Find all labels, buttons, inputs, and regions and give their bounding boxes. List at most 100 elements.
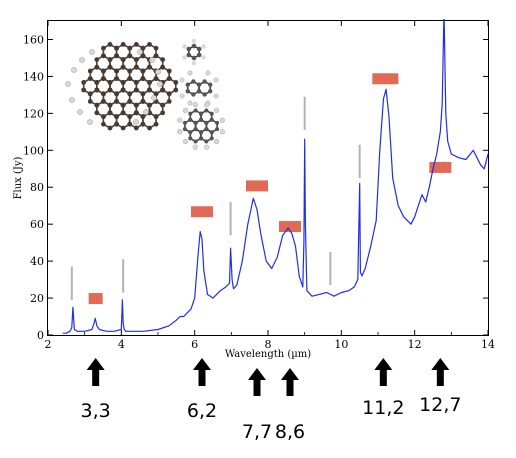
hydrogen-atom [182, 107, 189, 114]
atom [173, 80, 179, 85]
atom [202, 92, 207, 97]
atom [120, 125, 126, 131]
peak-arrow-icon [193, 358, 211, 386]
atom [153, 45, 159, 51]
atom [133, 64, 139, 70]
atom [173, 87, 179, 93]
hydrogen-atom [213, 77, 219, 83]
hydrogen-atom [192, 144, 198, 150]
hydrogen-atom [69, 97, 75, 103]
atom [94, 87, 100, 93]
atom [166, 76, 172, 81]
atom [193, 120, 198, 125]
atom [209, 136, 214, 141]
hydrogen-atom [204, 144, 210, 150]
atom [120, 110, 126, 116]
spectrum-line [62, 19, 488, 334]
atom [140, 91, 146, 97]
atom [160, 64, 166, 70]
atom [133, 42, 139, 47]
atom [87, 99, 93, 104]
atom [191, 38, 197, 44]
atom [114, 91, 119, 97]
atom [107, 110, 113, 116]
atom [114, 99, 119, 104]
atom [101, 76, 106, 81]
atom [101, 68, 106, 74]
atom [107, 87, 113, 93]
atom [127, 99, 133, 104]
hydrogen-atom [143, 109, 149, 115]
hydrogen-atom [65, 81, 71, 87]
atom [133, 80, 139, 85]
atom [185, 89, 190, 94]
atom [107, 80, 113, 85]
y-tick-label: 80 [30, 181, 44, 194]
atom [101, 91, 106, 97]
atom [107, 42, 113, 47]
atom [160, 110, 166, 116]
hydrogen-atom [77, 109, 83, 115]
atom [196, 52, 202, 58]
atom [127, 45, 133, 51]
atom [140, 121, 146, 127]
atom [191, 79, 196, 84]
atom [127, 53, 133, 59]
peak-band-bar [372, 73, 399, 85]
atom [160, 102, 166, 108]
atom [191, 55, 197, 61]
y-tick-label: 0 [37, 329, 44, 342]
peak-band-bar [279, 221, 301, 233]
peak-band-bar [246, 180, 268, 192]
atom [153, 76, 159, 81]
x-tick-label: 12 [408, 338, 422, 351]
atom [182, 127, 187, 132]
x-tick-label: 14 [481, 338, 495, 351]
atom [94, 57, 100, 62]
atom [196, 89, 202, 94]
atom [87, 68, 93, 74]
x-axis-title: Wavelength (µm) [225, 349, 311, 360]
peak-arrow-icon [431, 358, 450, 386]
atom [166, 99, 172, 104]
atom [182, 44, 187, 49]
coronene-molecule-icon [177, 102, 225, 150]
atom [191, 92, 196, 97]
atom [199, 111, 203, 116]
hydrogen-atom [192, 102, 198, 108]
y-tick-label: 100 [23, 144, 44, 157]
atom [101, 121, 106, 127]
atom [120, 102, 126, 108]
hydrogen-atom [151, 95, 157, 101]
naphthalene-molecule-icon [179, 70, 219, 106]
atom [153, 91, 159, 97]
y-tick-label: 60 [30, 218, 44, 231]
atom [114, 76, 119, 81]
y-tick-label: 120 [23, 107, 44, 120]
hydrogen-atom [71, 67, 77, 73]
peak-arrow-icon [86, 358, 105, 386]
hydrogen-atom [213, 107, 220, 114]
hydrogen-atom [87, 119, 93, 125]
peak-band-bar [191, 206, 213, 218]
atom [101, 114, 106, 119]
atom [133, 57, 139, 62]
atom [133, 102, 139, 108]
atom [114, 121, 119, 127]
atom [188, 111, 193, 116]
hydrogen-atom [137, 49, 143, 55]
atom [127, 114, 133, 119]
hydrogen-atom [205, 70, 211, 76]
peak-label: 6,2 [187, 400, 217, 422]
atom [140, 76, 146, 81]
peak-band-bar [88, 293, 103, 305]
atom [94, 110, 100, 116]
atom [120, 64, 126, 70]
peak-label: 3,3 [81, 400, 111, 422]
hydrogen-atom [219, 117, 225, 123]
peak-arrow-icon [248, 368, 266, 396]
atom [81, 80, 87, 85]
hydrogen-atom [213, 93, 219, 99]
atom [153, 53, 159, 59]
atom [114, 114, 119, 119]
